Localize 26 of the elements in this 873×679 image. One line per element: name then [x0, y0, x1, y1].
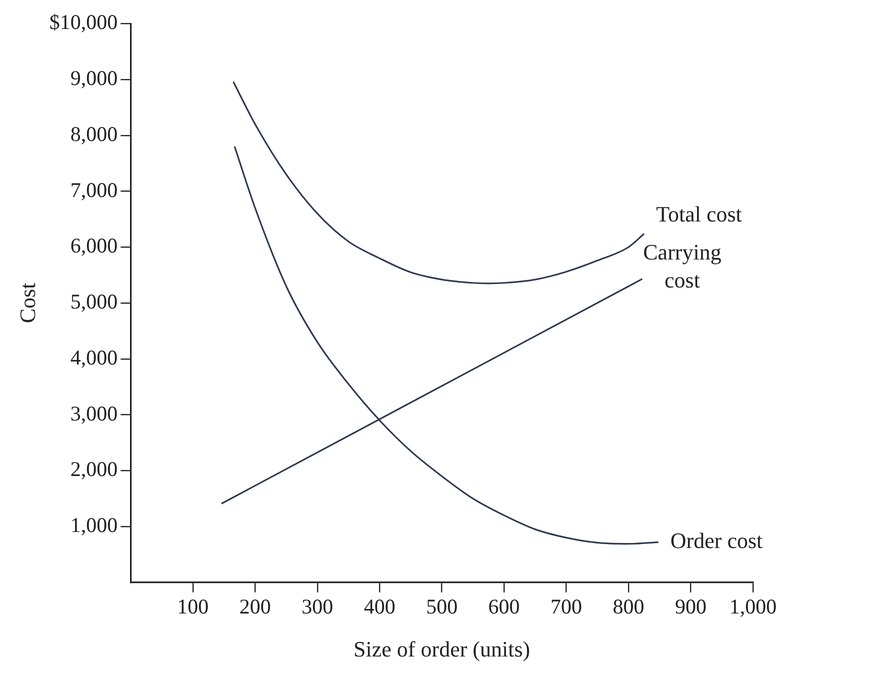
- series-label: Order cost: [670, 528, 763, 553]
- x-tick-label: 300: [302, 594, 334, 619]
- y-tick-label: 5,000: [70, 290, 118, 314]
- x-axis-title: Size of order (units): [354, 636, 530, 662]
- x-tick-label: 400: [364, 594, 396, 619]
- series-label: Total cost: [656, 201, 742, 226]
- x-tick-label: 800: [612, 594, 644, 619]
- x-tick-label: 600: [488, 594, 520, 619]
- y-tick-label: 2,000: [70, 457, 118, 482]
- x-tick-label: 1,000: [729, 594, 777, 619]
- line-series: [232, 80, 645, 284]
- y-tick-label: 3,000: [70, 401, 118, 426]
- x-tick-label: 100: [177, 594, 209, 619]
- y-tick-label: $10,000: [49, 10, 118, 34]
- x-tick-label: 500: [426, 594, 458, 619]
- x-tick-label: 900: [675, 594, 707, 619]
- x-tick-label: 700: [550, 594, 582, 619]
- y-tick-label: 8,000: [70, 122, 118, 146]
- y-tick-label: 6,000: [70, 234, 118, 258]
- y-tick-label: 1,000: [70, 513, 118, 538]
- y-axis-title: Cost: [14, 282, 40, 324]
- y-tick-label: 4,000: [70, 345, 118, 370]
- x-tick-label: 200: [239, 594, 271, 619]
- y-tick-label: 7,000: [70, 178, 118, 202]
- series-label: Carrying cost: [643, 240, 722, 293]
- y-tick-label: 9,000: [70, 66, 118, 90]
